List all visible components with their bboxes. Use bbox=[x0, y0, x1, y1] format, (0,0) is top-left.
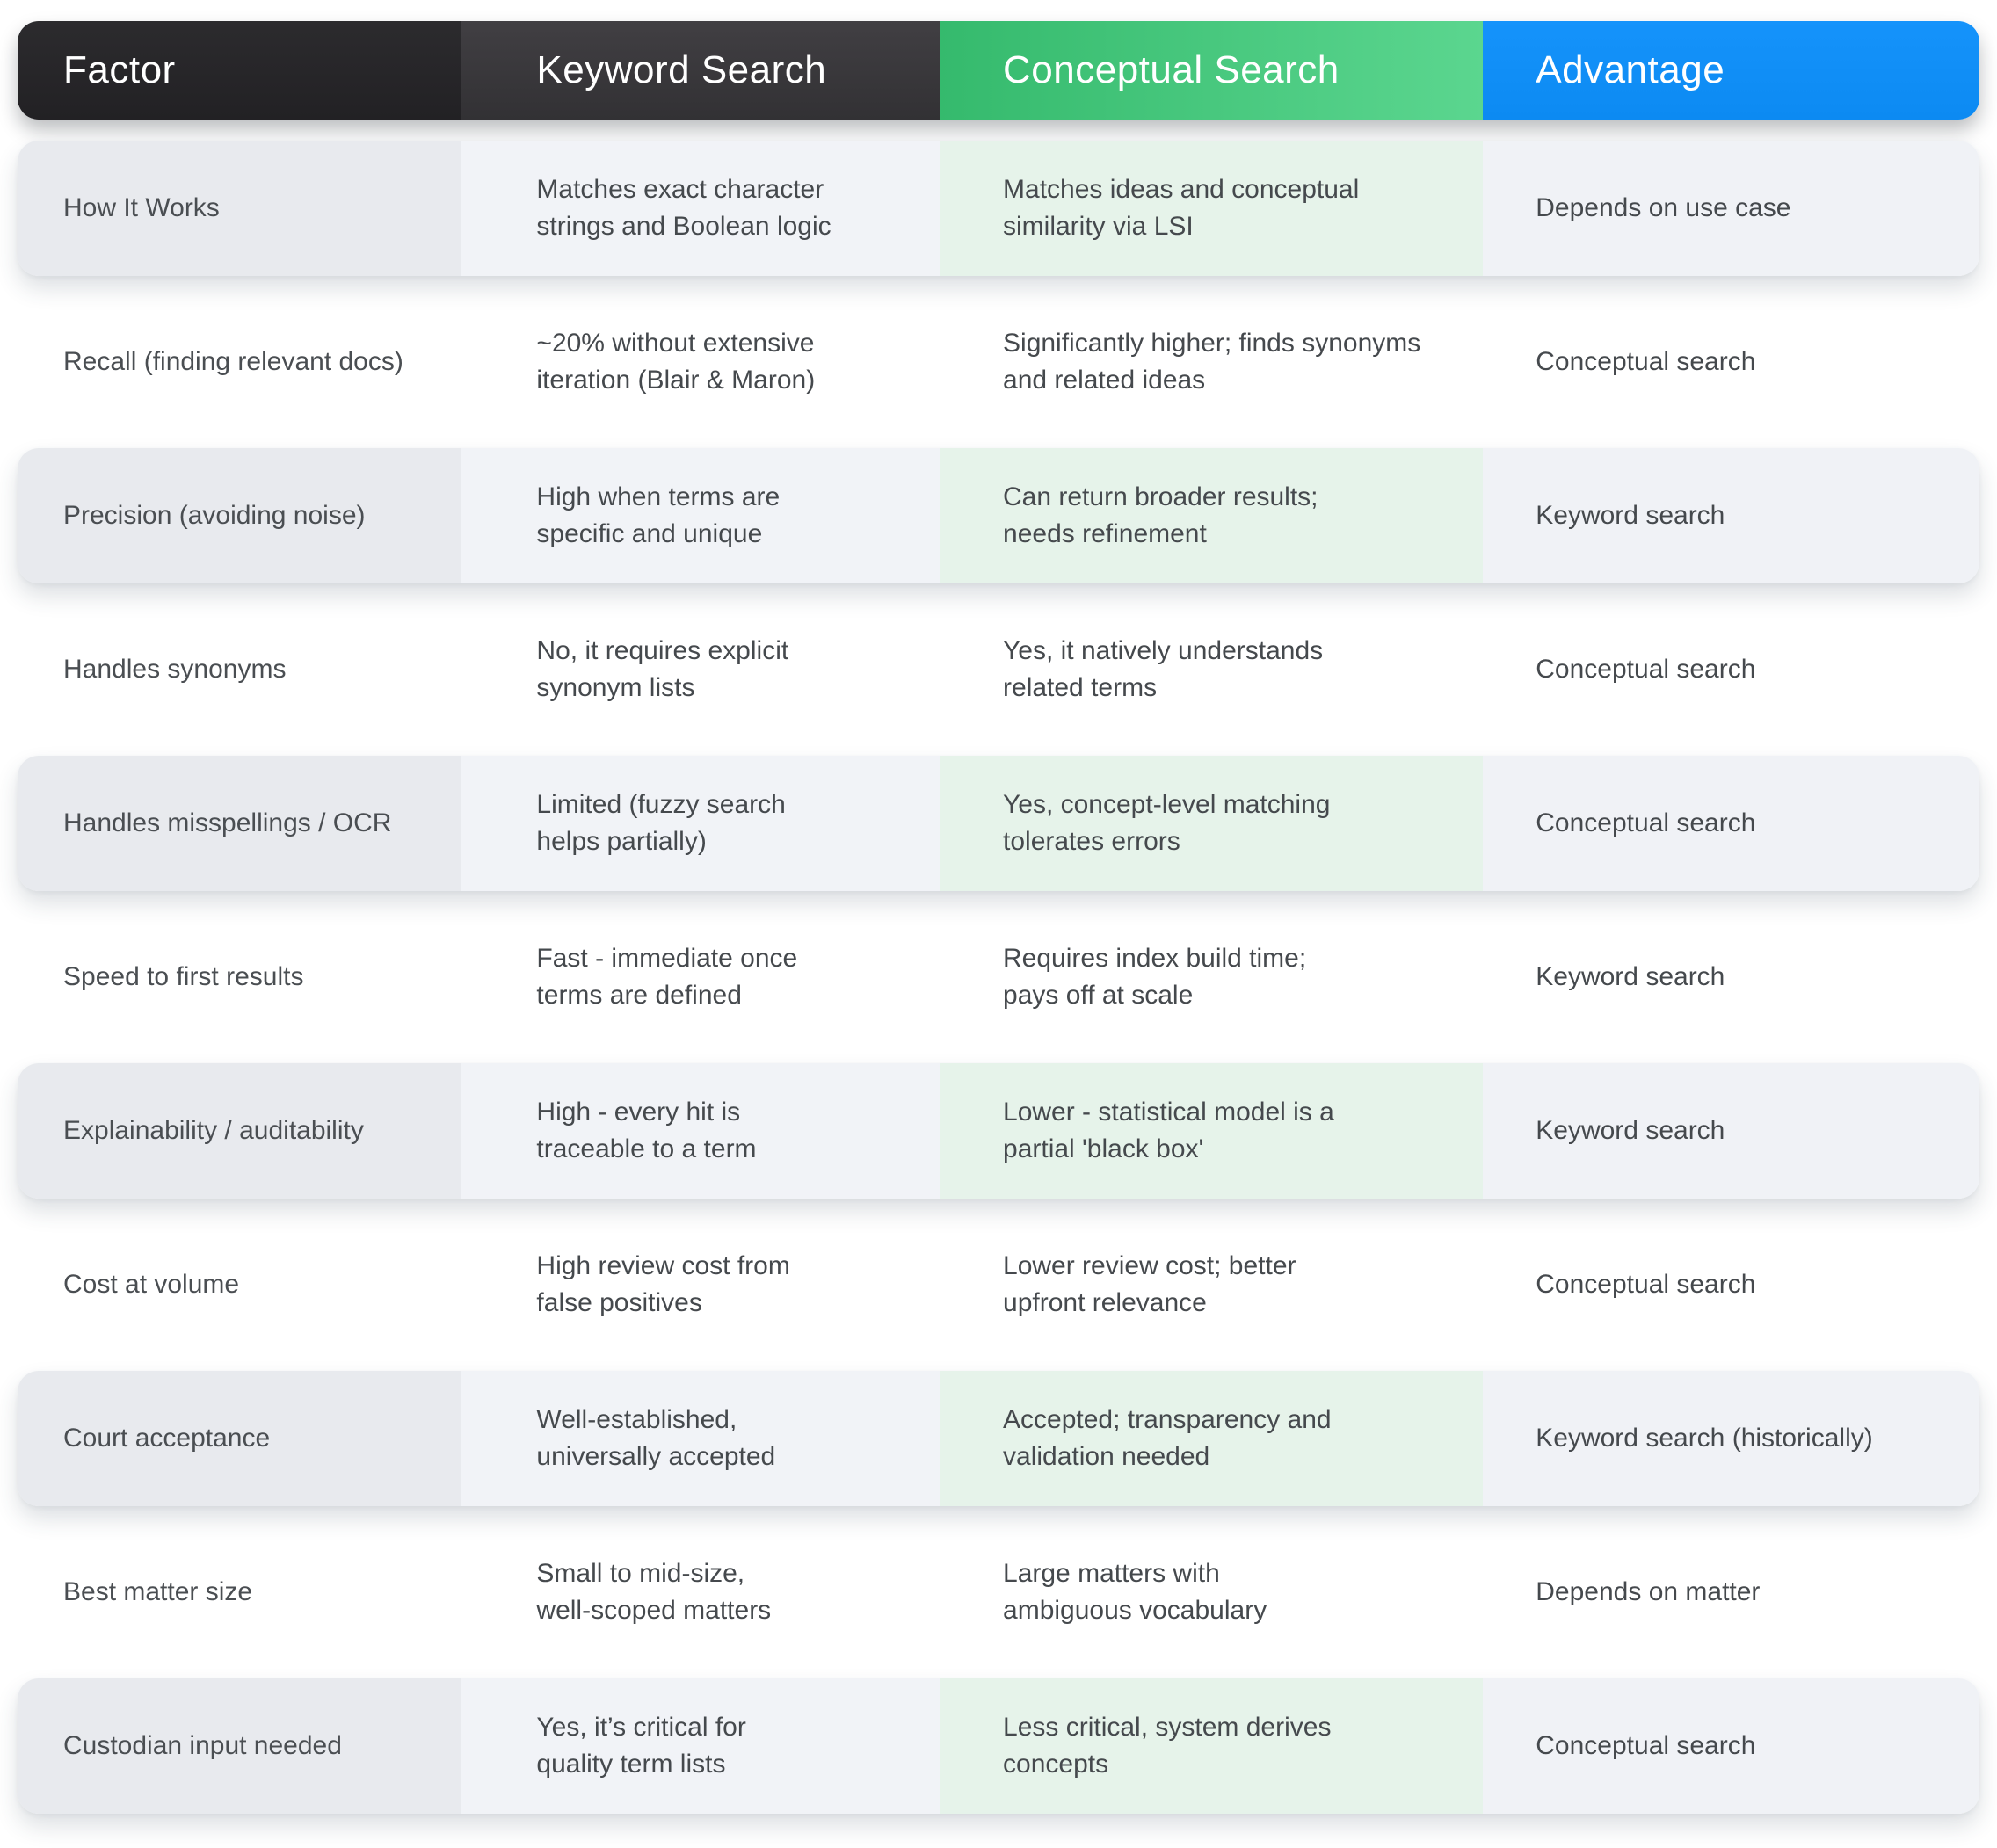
factor-cell: Explainability / auditability bbox=[18, 1063, 461, 1199]
conceptual-cell: Requires index build time; pays off at s… bbox=[1003, 944, 1307, 1010]
keyword-cell: High - every hit is traceable to a term bbox=[461, 1063, 940, 1199]
keyword-cell: Fast - immediate once terms are defined bbox=[536, 944, 798, 1010]
table-row: Cost at volume High review cost from fal… bbox=[18, 1199, 1979, 1371]
factor-cell: Best matter size bbox=[63, 1577, 253, 1606]
advantage-cell: Keyword search bbox=[1536, 962, 1725, 991]
advantage-cell: Conceptual search bbox=[1536, 655, 1756, 684]
factor-cell: Court acceptance bbox=[18, 1371, 461, 1506]
table-row: Precision (avoiding noise) High when ter… bbox=[18, 448, 1979, 583]
advantage-cell: Keyword search bbox=[1483, 1063, 1979, 1199]
keyword-cell: Limited (fuzzy search helps partially) bbox=[461, 756, 940, 891]
factor-cell: Precision (avoiding noise) bbox=[18, 448, 461, 583]
factor-cell: How It Works bbox=[18, 141, 461, 276]
conceptual-cell: Yes, concept-level matching tolerates er… bbox=[940, 756, 1484, 891]
conceptual-cell: Accepted; transparency and validation ne… bbox=[940, 1371, 1484, 1506]
advantage-cell: Conceptual search bbox=[1483, 1678, 1979, 1814]
factor-cell: Cost at volume bbox=[63, 1270, 240, 1299]
keyword-cell: High when terms are specific and unique bbox=[461, 448, 940, 583]
conceptual-cell: Lower review cost; better upfront releva… bbox=[1003, 1251, 1296, 1317]
advantage-cell: Keyword search (historically) bbox=[1483, 1371, 1979, 1506]
factor-cell: Speed to first results bbox=[63, 962, 304, 991]
conceptual-cell: Large matters with ambiguous vocabulary bbox=[1003, 1559, 1267, 1625]
factor-cell: Handles synonyms bbox=[63, 655, 287, 684]
keyword-cell: Well-established, universally accepted bbox=[461, 1371, 940, 1506]
header-advantage: Advantage bbox=[1483, 21, 1979, 120]
conceptual-cell: Can return broader results; needs refine… bbox=[940, 448, 1484, 583]
advantage-cell: Conceptual search bbox=[1536, 347, 1756, 376]
table-header-row: Factor Keyword Search Conceptual Search … bbox=[18, 21, 1979, 120]
factor-cell: Custodian input needed bbox=[18, 1678, 461, 1814]
header-factor: Factor bbox=[18, 21, 461, 120]
keyword-cell: Yes, it’s critical for quality term list… bbox=[461, 1678, 940, 1814]
table-row: How It Works Matches exact character str… bbox=[18, 141, 1979, 276]
conceptual-cell: Less critical, system derives concepts bbox=[940, 1678, 1484, 1814]
table-row: Custodian input needed Yes, it’s critica… bbox=[18, 1678, 1979, 1814]
header-conceptual-search: Conceptual Search bbox=[940, 21, 1484, 120]
keyword-cell: High review cost from false positives bbox=[536, 1251, 790, 1317]
conceptual-cell: Yes, it natively understands related ter… bbox=[1003, 636, 1324, 702]
factor-cell: Recall (finding relevant docs) bbox=[63, 347, 403, 376]
table-row: Explainability / auditability High - eve… bbox=[18, 1063, 1979, 1199]
conceptual-cell: Lower - statistical model is a partial '… bbox=[940, 1063, 1484, 1199]
keyword-cell: Small to mid-size, well-scoped matters bbox=[536, 1559, 772, 1625]
conceptual-cell: Matches ideas and conceptual similarity … bbox=[940, 141, 1484, 276]
table-row: Handles synonyms No, it requires explici… bbox=[18, 583, 1979, 756]
keyword-cell: Matches exact character strings and Bool… bbox=[461, 141, 940, 276]
table-row: Handles misspellings / OCR Limited (fuzz… bbox=[18, 756, 1979, 891]
advantage-cell: Depends on use case bbox=[1483, 141, 1979, 276]
advantage-cell: Conceptual search bbox=[1536, 1270, 1756, 1299]
conceptual-cell: Significantly higher; finds synonyms and… bbox=[1003, 329, 1421, 395]
factor-cell: Handles misspellings / OCR bbox=[18, 756, 461, 891]
advantage-cell: Conceptual search bbox=[1483, 756, 1979, 891]
advantage-cell: Keyword search bbox=[1483, 448, 1979, 583]
table-row: Best matter size Small to mid-size, well… bbox=[18, 1506, 1979, 1678]
table-row: Speed to first results Fast - immediate … bbox=[18, 891, 1979, 1063]
header-keyword-search: Keyword Search bbox=[461, 21, 940, 120]
table-row: Court acceptance Well-established, unive… bbox=[18, 1371, 1979, 1506]
advantage-cell: Depends on matter bbox=[1536, 1577, 1761, 1606]
table-row: Recall (finding relevant docs) ~20% with… bbox=[18, 276, 1979, 448]
keyword-cell: ~20% without extensive iteration (Blair … bbox=[536, 329, 816, 395]
keyword-cell: No, it requires explicit synonym lists bbox=[536, 636, 789, 702]
